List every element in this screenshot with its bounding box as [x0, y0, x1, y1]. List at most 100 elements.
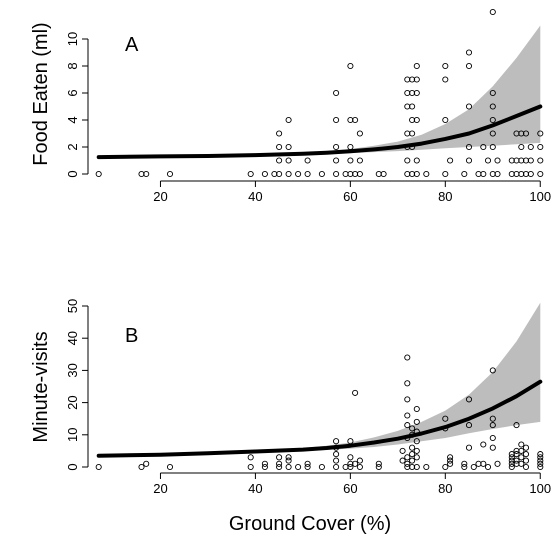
- panel-a-point: [537, 170, 544, 178]
- panel-b-point: [518, 447, 525, 454]
- panel-b-point: [95, 463, 102, 471]
- panel-a-point: [409, 103, 416, 110]
- panel-a-point: [404, 157, 411, 164]
- panel-a-point: [413, 170, 420, 178]
- panel-a-point: [413, 89, 420, 97]
- panel-b-point: [461, 463, 468, 471]
- panel-a-point: [352, 116, 359, 124]
- panel-a-point: [143, 170, 150, 178]
- panel-a-point: [271, 170, 278, 178]
- panel-a-point: [347, 143, 354, 151]
- panel-a-point: [442, 62, 449, 70]
- panel-b-point: [461, 460, 468, 467]
- panel-a-point: [295, 170, 302, 178]
- panel-b-point: [470, 463, 477, 471]
- panel-b-point: [480, 441, 487, 448]
- panel-b-point: [489, 422, 496, 429]
- panel-b-point: [413, 447, 420, 454]
- panel-a-point: [518, 170, 525, 178]
- panel-a-point: [347, 157, 354, 164]
- panel-a-point: [518, 157, 525, 164]
- panel-b-point: [513, 451, 520, 458]
- panel-b-y-tick-label: 10: [65, 428, 80, 442]
- panel-b-y-tick-label: 20: [65, 395, 80, 409]
- panel-b-point: [522, 457, 530, 464]
- panel-b-point: [447, 457, 454, 464]
- panel-b-point: [333, 457, 340, 464]
- panel-b-point: [409, 463, 416, 471]
- panel-a-point: [423, 170, 430, 178]
- panel-b-point: [399, 447, 406, 454]
- panel-b-point: [447, 454, 454, 461]
- panel-a-point: [537, 143, 544, 151]
- panel-a-point: [276, 130, 283, 137]
- panel-a-x-tick-label: 20: [153, 189, 167, 204]
- panel-b-point: [413, 438, 420, 445]
- panel-b-point: [404, 422, 411, 429]
- panel-b-point: [508, 463, 515, 471]
- panel-a-point: [413, 76, 420, 83]
- panel-a-point: [380, 170, 387, 178]
- panel-b-point: [508, 454, 515, 461]
- panel-a-point: [442, 76, 449, 83]
- panel-a-confidence-band: [98, 25, 541, 158]
- panel-b-point: [347, 460, 354, 467]
- panel-a-point: [413, 62, 420, 70]
- panel-b-point: [304, 463, 311, 471]
- panel-b-x-tick-label: 20: [153, 481, 167, 496]
- panel-a-point: [409, 170, 416, 178]
- panel-b-point: [276, 463, 283, 471]
- panel-a-point: [442, 170, 449, 178]
- panel-b-fit-line: [96, 379, 543, 458]
- panel-a-point: [465, 49, 473, 56]
- panel-b-point: [518, 454, 525, 461]
- panel-b-point: [285, 457, 292, 464]
- x-axis-title: Ground Cover (%): [229, 513, 391, 535]
- panel-b-point: [413, 405, 420, 413]
- panel-b-point: [409, 451, 416, 458]
- panel-b-point: [489, 367, 496, 374]
- panel-b-point: [375, 463, 382, 471]
- panel-a-point: [442, 116, 449, 124]
- panel-a-point: [465, 62, 473, 70]
- panel-a-point: [333, 170, 340, 178]
- panel-a-point: [304, 157, 311, 164]
- panel-a-point: [276, 157, 283, 164]
- panel-a-x-tick-label: 80: [438, 189, 452, 204]
- panel-a-point: [508, 157, 515, 164]
- panel-b-point: [447, 460, 454, 467]
- panel-b-point: [489, 434, 496, 442]
- panel-a-point: [480, 143, 487, 151]
- panel-b-x-ticks: 20 40 60 80 100: [153, 473, 551, 496]
- panel-a-point: [95, 170, 102, 178]
- panel-b-point: [518, 441, 525, 448]
- panel-b-point: [423, 463, 430, 471]
- panel-b-point: [409, 444, 416, 451]
- panel-a-point: [333, 116, 340, 124]
- panel-a-point: [285, 116, 292, 124]
- panel-b-point: [375, 460, 382, 467]
- panel-b-y-tick-label: 0: [65, 463, 80, 470]
- panel-a-point: [522, 130, 530, 137]
- panel-b-x-tick-label: 40: [248, 481, 262, 496]
- panel-a-point: [409, 116, 416, 124]
- panel-a-point: [489, 103, 496, 110]
- panel-a-point: [333, 89, 340, 97]
- panel-a-point: [465, 103, 473, 110]
- panel-b-point: [404, 396, 411, 403]
- panel-b-point: [166, 463, 174, 471]
- panel-b-point: [333, 438, 340, 445]
- panel-a-point: [489, 143, 496, 151]
- panel-a-point: [537, 157, 544, 164]
- panel-b-point: [285, 463, 292, 471]
- panel-a-point: [356, 130, 363, 137]
- panel-a-point: [465, 143, 473, 151]
- panel-b-point: [399, 457, 406, 464]
- panel-b-point: [413, 463, 420, 471]
- panel-a-y-ticks: 0 2 4 6 8 10: [65, 32, 88, 178]
- panel-b-point: [356, 457, 363, 464]
- panel-a-point: [527, 170, 534, 178]
- panel-b-point: [333, 463, 340, 471]
- panel-a-point: [333, 157, 340, 164]
- panel-a-point: [356, 157, 363, 164]
